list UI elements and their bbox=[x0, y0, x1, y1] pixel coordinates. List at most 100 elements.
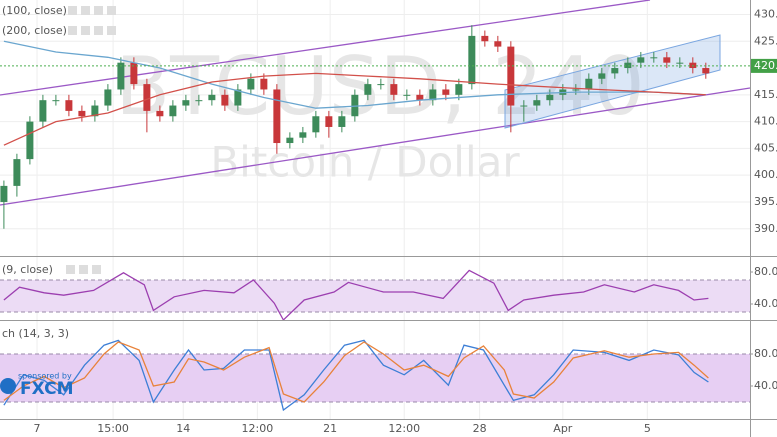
candle-body bbox=[637, 57, 645, 63]
candle-body bbox=[312, 116, 320, 133]
line bbox=[3, 72, 706, 146]
sponsor-logo-mark bbox=[0, 378, 16, 394]
last-price-box bbox=[751, 58, 777, 73]
line bbox=[3, 341, 709, 403]
candle-body bbox=[273, 89, 281, 144]
candle-body bbox=[598, 73, 606, 79]
y-tick-label: 405. bbox=[754, 141, 777, 154]
candle-body bbox=[286, 137, 294, 144]
y-tick-label: 40.0 bbox=[754, 379, 777, 392]
candle-body bbox=[546, 94, 554, 101]
candle-body bbox=[143, 84, 151, 111]
line bbox=[3, 339, 709, 412]
icon bbox=[94, 26, 103, 35]
candle-body bbox=[195, 100, 203, 102]
candle-body bbox=[585, 78, 593, 90]
line bbox=[3, 269, 709, 322]
candle-body bbox=[221, 94, 229, 106]
legend-label: (200, close) bbox=[2, 24, 67, 37]
candle-body bbox=[78, 110, 86, 117]
y-tick-label: 395. bbox=[754, 195, 777, 208]
candle-body bbox=[520, 105, 528, 107]
y-tick-label: 430. bbox=[754, 7, 777, 20]
x-tick-label: 15:00 bbox=[97, 422, 129, 435]
candle-body bbox=[338, 116, 346, 127]
channel-lower bbox=[0, 87, 751, 206]
icon bbox=[92, 265, 101, 274]
sponsor-label: sponsored by bbox=[18, 372, 72, 381]
candle-body bbox=[689, 62, 697, 69]
band bbox=[0, 354, 750, 402]
watermark-description: Bitcoin / Dollar bbox=[210, 138, 520, 187]
y-tick-label: 410. bbox=[754, 115, 777, 128]
icon bbox=[66, 265, 75, 274]
candle-body bbox=[533, 100, 541, 106]
sponsor-name: FXCM bbox=[20, 379, 74, 399]
candle-body bbox=[91, 105, 99, 117]
x-tick-label: 14 bbox=[176, 422, 190, 435]
icon bbox=[81, 6, 90, 15]
candle-body bbox=[208, 94, 216, 101]
icon bbox=[107, 6, 116, 15]
candle-body bbox=[663, 57, 671, 63]
line bbox=[3, 40, 706, 109]
candle-body bbox=[429, 89, 437, 101]
candle-body bbox=[494, 41, 502, 47]
candle-body bbox=[104, 89, 112, 106]
candle-body bbox=[156, 110, 164, 117]
candle-body bbox=[416, 94, 424, 101]
candle-body bbox=[468, 35, 476, 85]
icon bbox=[94, 6, 103, 15]
candle-body bbox=[52, 100, 60, 102]
candle-body bbox=[442, 89, 450, 95]
candle-body bbox=[182, 100, 190, 106]
candle-body bbox=[234, 89, 242, 106]
indicator-label: (9, close) bbox=[2, 263, 53, 276]
candle-body bbox=[13, 159, 21, 186]
icon bbox=[81, 26, 90, 35]
candle-body bbox=[117, 62, 125, 90]
candle-body bbox=[676, 62, 684, 64]
x-tick-label: 7 bbox=[34, 422, 41, 435]
legend-label: (100, close) bbox=[2, 4, 67, 17]
x-tick-label: 28 bbox=[473, 422, 487, 435]
watermark-symbol: BTCUSD, 240 bbox=[115, 40, 644, 133]
candle-body bbox=[455, 84, 463, 95]
last-price-label: 420. bbox=[754, 59, 777, 72]
y-tick-label: 390. bbox=[754, 222, 777, 235]
icon bbox=[68, 6, 77, 15]
legend-icons bbox=[66, 6, 116, 274]
candle-body bbox=[260, 78, 268, 90]
indicator-label: ch (14, 3, 3) bbox=[2, 327, 69, 340]
icon bbox=[107, 26, 116, 35]
x-tick-label: 12:00 bbox=[388, 422, 420, 435]
candle-body bbox=[325, 116, 333, 127]
y-tick-label: 400. bbox=[754, 168, 777, 181]
x-tick-label: 5 bbox=[644, 422, 651, 435]
x-tick-label: Apr bbox=[553, 422, 573, 435]
icon bbox=[68, 26, 77, 35]
y-tick-label: 80.0 bbox=[754, 265, 777, 278]
candle-body bbox=[650, 57, 658, 59]
candle-body bbox=[624, 62, 632, 69]
candle-body bbox=[390, 84, 398, 95]
channel-upper bbox=[0, 0, 651, 96]
candle-body bbox=[247, 78, 255, 90]
candle-body bbox=[611, 68, 619, 74]
candle-body bbox=[39, 100, 47, 122]
candle-body bbox=[65, 100, 73, 111]
candle-body bbox=[169, 105, 177, 117]
band bbox=[0, 280, 750, 312]
icon bbox=[79, 265, 88, 274]
candle-body bbox=[481, 35, 489, 42]
candle-body bbox=[702, 68, 710, 74]
candle-body bbox=[507, 46, 515, 106]
plot-overlay bbox=[0, 25, 750, 412]
y-tick-label: 80.0 bbox=[754, 347, 777, 360]
candle-body bbox=[299, 132, 307, 138]
plot-underlay bbox=[0, 0, 750, 419]
candle-body bbox=[364, 84, 372, 95]
candle-body bbox=[130, 62, 138, 85]
y-tick-label: 425. bbox=[754, 34, 777, 47]
